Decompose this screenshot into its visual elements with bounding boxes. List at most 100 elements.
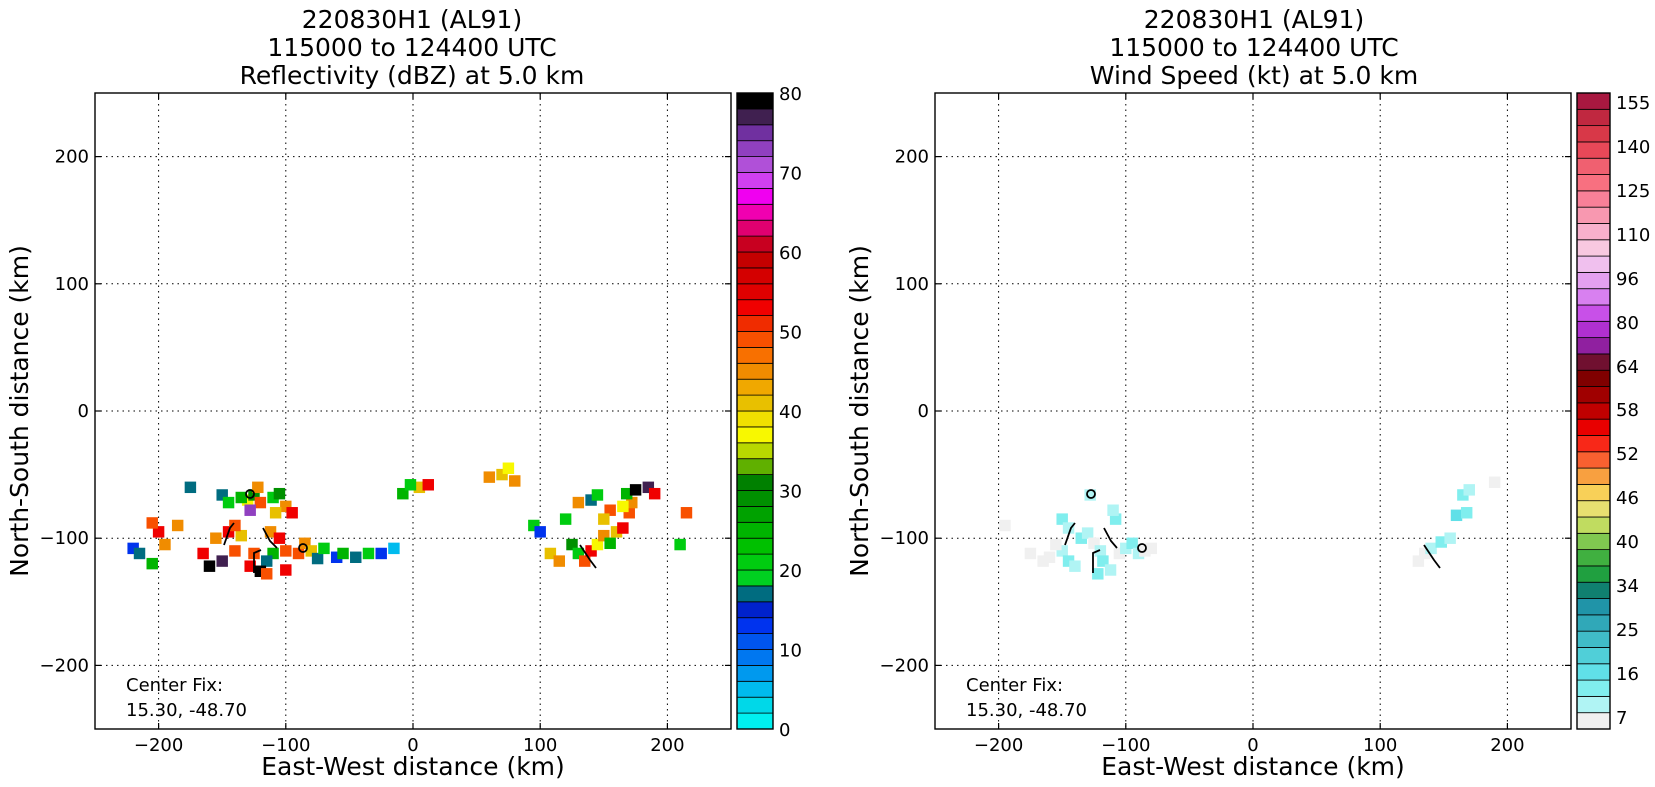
colorbar-cell (1576, 614, 1611, 632)
y-tick-label: −100 (40, 528, 89, 549)
colorbar-cell (736, 633, 774, 650)
colorbar-cell (1576, 549, 1611, 567)
data-cell (1056, 545, 1068, 557)
data-cell (269, 507, 282, 519)
data-cell (604, 504, 616, 516)
colorbar-cell (1576, 435, 1611, 453)
colorbar-cell (1576, 500, 1611, 518)
data-cell (1488, 476, 1501, 488)
data-cell (273, 487, 286, 500)
data-cell (292, 547, 305, 560)
colorbar-cell (1576, 320, 1611, 339)
flight-marker-circle (245, 489, 255, 499)
data-cell (1024, 547, 1037, 560)
data-cell (1145, 542, 1157, 555)
x-tick-label: 100 (1363, 735, 1397, 756)
colorbar-cell (1576, 288, 1611, 306)
data-cell (184, 481, 197, 494)
colorbar-cell (1576, 565, 1611, 583)
y-tick-label: 100 (55, 274, 89, 295)
data-cell (267, 491, 279, 504)
center-fix-label: Center Fix: (126, 675, 223, 696)
data-cell (509, 475, 521, 487)
data-cell (534, 526, 546, 538)
colorbar-cell (736, 378, 774, 396)
colorbar-tick-label: 64 (1616, 357, 1639, 378)
colorbar-tick-label: 70 (779, 164, 802, 185)
data-cell (623, 507, 635, 519)
colorbar-cell (1576, 353, 1611, 371)
data-cell (235, 529, 248, 542)
colorbar-cell (736, 331, 774, 348)
y-tick-label: 0 (918, 401, 929, 422)
colorbar-cell (736, 108, 774, 126)
data-cell (404, 479, 417, 491)
reflectivity-axis-ticks: −200 −100 0 100 200 −200 −100 0 100 200 (40, 93, 731, 756)
data-cell (553, 555, 566, 567)
flight-marker-circle (1137, 543, 1147, 553)
colorbar-cell (736, 458, 774, 476)
data-cell (585, 545, 597, 557)
colorbar-cell (1576, 598, 1611, 616)
colorbar-cell (1576, 402, 1611, 420)
colorbar-tick-label: 140 (1616, 137, 1650, 158)
flight-track-segment (579, 544, 597, 569)
data-cell (1056, 513, 1068, 525)
data-cell (252, 481, 264, 494)
colorbar-cell (736, 696, 774, 714)
data-cell (1050, 538, 1062, 551)
colorbar-cell (1576, 255, 1611, 273)
data-cell (1094, 545, 1107, 557)
colorbar-cell (736, 665, 774, 682)
reflectivity-y-axis-label: North-South distance (km) (5, 245, 34, 577)
colorbar-tick-label: 52 (1616, 444, 1639, 465)
data-cell (286, 507, 298, 519)
wind-colorbar: 7 16 25 34 40 46 52 58 64 80 96 110 125 140 155 (1576, 92, 1650, 730)
data-cell (598, 529, 610, 542)
colorbar-tick-label: 0 (779, 720, 790, 741)
colorbar-cell (736, 410, 774, 428)
data-cell (229, 519, 241, 532)
colorbar-cell (736, 505, 774, 523)
flight-track-segment (1064, 522, 1076, 546)
colorbar-cell (1576, 386, 1611, 404)
data-cell (559, 513, 572, 525)
data-cell (999, 519, 1011, 532)
wind-title-line-1: 220830H1 (AL91) (1144, 5, 1364, 34)
colorbar-cell (736, 585, 774, 603)
data-cell (1435, 536, 1447, 548)
data-cell (1132, 547, 1145, 560)
colorbar-cell (1576, 239, 1611, 257)
colorbar-cell (736, 187, 774, 205)
data-cell (674, 538, 686, 551)
colorbar-tick-label: 30 (779, 482, 802, 503)
data-cell (311, 552, 324, 565)
y-tick-label: 200 (55, 147, 89, 168)
wind-observation-marks (1064, 489, 1441, 573)
colorbar-cell (736, 474, 774, 491)
colorbar-cell (1576, 663, 1611, 681)
data-cell (362, 547, 375, 560)
data-cell (267, 547, 279, 560)
data-cell (1444, 532, 1456, 544)
data-cell (1092, 568, 1104, 580)
data-cell (1081, 527, 1094, 539)
colorbar-tick-label: 10 (779, 641, 802, 662)
data-cell (572, 496, 585, 509)
data-cell (350, 551, 362, 564)
reflectivity-colorbar: 0 10 20 30 40 50 60 70 80 (736, 84, 802, 741)
colorbar-cell (736, 601, 774, 619)
data-cell (127, 542, 139, 555)
colorbar-cell (736, 267, 774, 285)
data-cell (1084, 489, 1096, 501)
colorbar-cell (736, 617, 774, 635)
wind-x-axis-label: East-West distance (km) (1101, 752, 1405, 781)
colorbar-tick-label: 96 (1616, 269, 1639, 290)
data-cell (1126, 537, 1138, 550)
center-fix-value: 15.30, -48.70 (966, 700, 1087, 721)
colorbar-tick-label: 16 (1616, 664, 1639, 685)
data-cell (1088, 537, 1100, 550)
x-tick-label: −100 (261, 735, 310, 756)
colorbar-cell (736, 394, 774, 412)
